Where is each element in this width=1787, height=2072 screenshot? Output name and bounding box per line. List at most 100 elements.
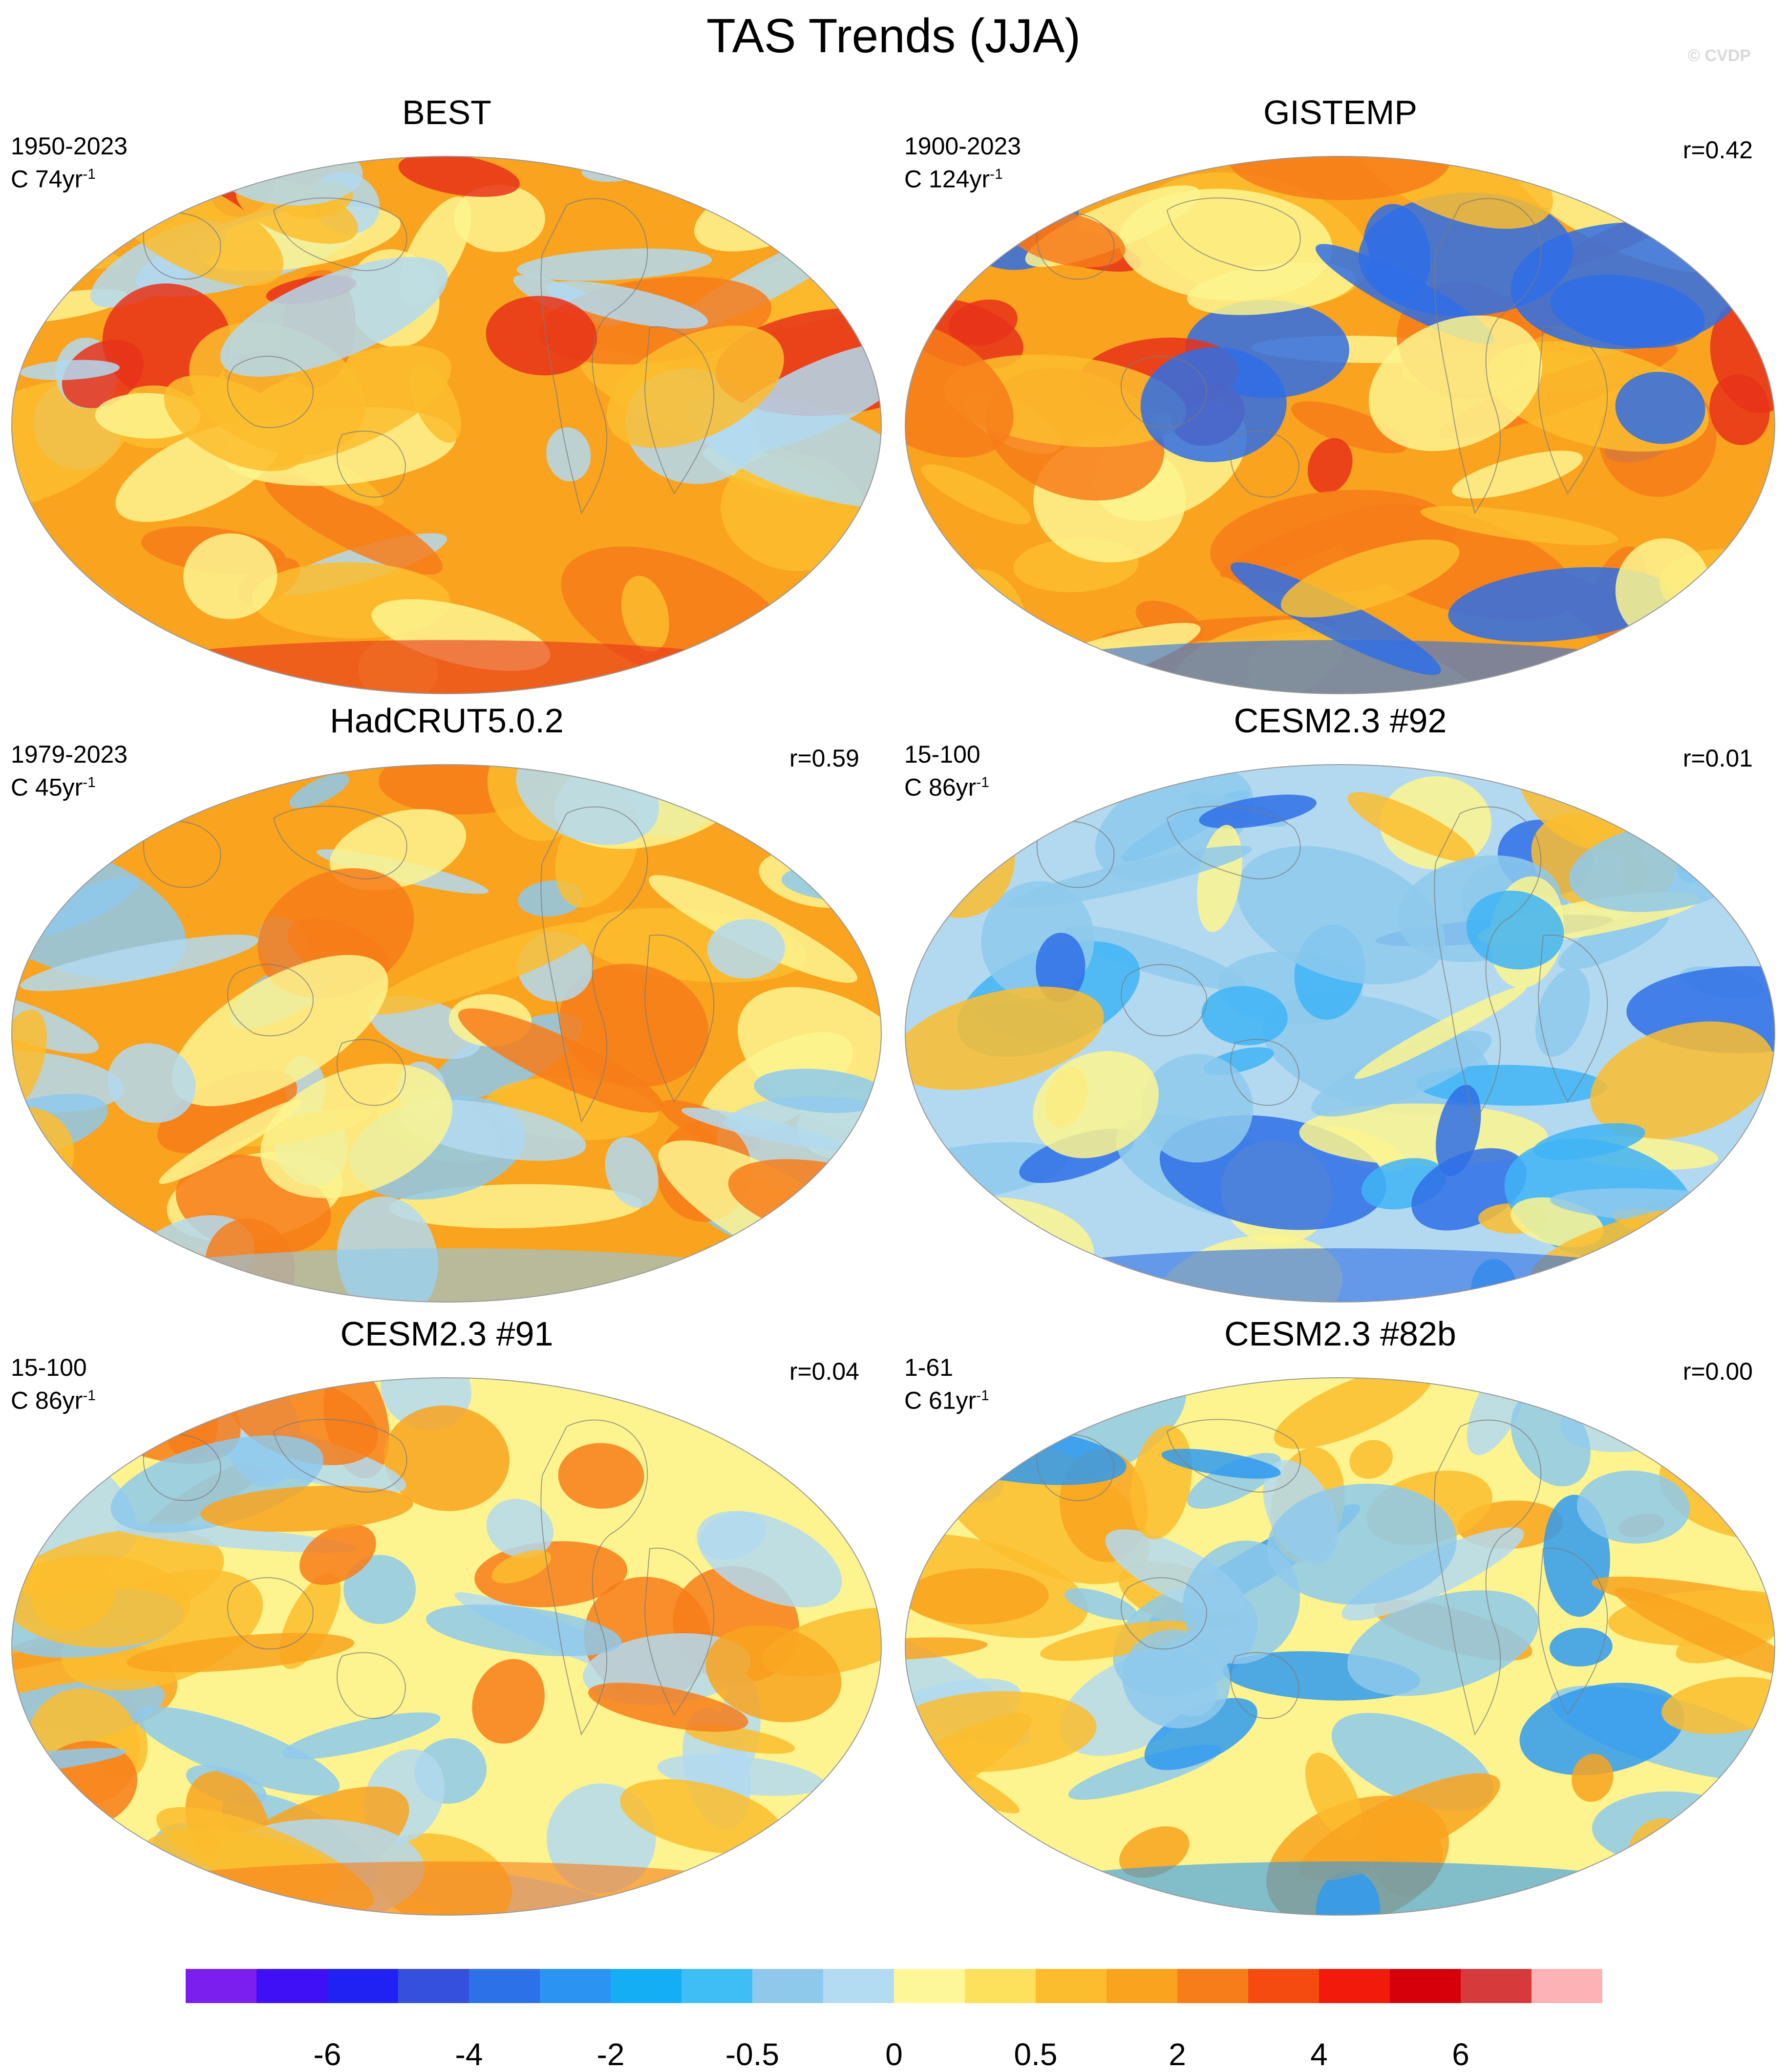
panel-period-info: 15-100 C 86yr-1 xyxy=(11,1354,96,1414)
map-outline xyxy=(905,1377,1775,1916)
contour-region xyxy=(1291,401,1408,453)
contour-region xyxy=(20,935,259,991)
contour-region xyxy=(135,1707,340,1796)
contour-region xyxy=(1141,1054,1254,1163)
map-field xyxy=(12,1378,881,1915)
panel-cesm-82b: CESM2.3 #82b 1-61 C 61yr-1 r=0.00 xyxy=(894,1314,1787,1927)
contour-region xyxy=(1697,1861,1775,1915)
contour-region xyxy=(171,955,388,1107)
coastline xyxy=(143,213,221,280)
colorbar xyxy=(186,1969,1602,2003)
colorbar-swatch xyxy=(469,1969,540,2003)
contour-region xyxy=(621,576,669,652)
colorbar-swatch xyxy=(611,1969,682,2003)
southern-band xyxy=(992,640,1688,694)
map-outline xyxy=(905,764,1775,1303)
panel-period-info: 1900-2023 C 124yr-1 xyxy=(904,132,1021,193)
panel-period-info: 1950-2023 C 74yr-1 xyxy=(11,132,128,193)
contour-region xyxy=(754,1068,881,1113)
coastline xyxy=(337,430,406,498)
contour-region xyxy=(1466,890,1564,970)
coastline xyxy=(227,964,314,1037)
map-field xyxy=(905,1378,1775,1915)
contour-region xyxy=(1064,925,1246,990)
contour-region xyxy=(705,1625,842,1723)
contour-region xyxy=(905,1637,988,1661)
coastline xyxy=(273,806,407,879)
colorbar-tick-label: 4 xyxy=(1310,2037,1328,2072)
contour-region xyxy=(398,156,520,197)
contour-region xyxy=(383,1405,510,1511)
map-field xyxy=(905,765,1775,1302)
contour-region xyxy=(486,296,597,376)
coastline xyxy=(337,1039,406,1106)
contour-region xyxy=(282,1712,441,1759)
coastline xyxy=(273,1419,407,1493)
colorbar-tick-label: -4 xyxy=(455,2037,483,2072)
contour-region xyxy=(697,1511,842,1607)
contour-region xyxy=(713,342,881,455)
correlation-label: r=0.04 xyxy=(789,1358,859,1385)
contour-region xyxy=(1436,1085,1481,1176)
contour-region xyxy=(789,594,881,671)
map-hadcrut xyxy=(11,764,882,1303)
contour-region xyxy=(453,185,545,252)
contour-region xyxy=(1621,1893,1726,1915)
contour-region xyxy=(37,1175,81,1278)
colorbar-tick-label: 0.5 xyxy=(1014,2037,1058,2072)
contour-region xyxy=(1355,156,1553,229)
contour-region xyxy=(1220,505,1393,578)
contour-region xyxy=(343,1555,416,1624)
southern-band xyxy=(992,1248,1688,1302)
coastline xyxy=(1434,198,1542,514)
panel-title: BEST xyxy=(402,93,491,131)
coastline xyxy=(1120,356,1207,428)
contour-region xyxy=(1572,1753,1614,1802)
contour-region xyxy=(1349,1440,1393,1479)
correlation-label: r=0.59 xyxy=(789,745,859,772)
contour-region xyxy=(12,1845,119,1915)
contour-region xyxy=(1713,1789,1775,1827)
contour-region xyxy=(265,475,443,575)
contour-region xyxy=(1226,156,1451,200)
contour-region xyxy=(681,1108,847,1151)
contour-region xyxy=(588,1683,748,1732)
contour-region xyxy=(1368,315,1542,451)
contour-region xyxy=(1161,1449,1281,1479)
map-cesm-92 xyxy=(905,764,1775,1303)
contour-region xyxy=(1064,1588,1137,1620)
coastline xyxy=(1230,1039,1300,1106)
colorbar-tick-label: 0 xyxy=(885,2037,903,2072)
contour-region xyxy=(164,375,306,471)
colorbar-swatch xyxy=(1177,1969,1249,2003)
contour-region xyxy=(606,325,784,448)
map-field xyxy=(905,156,1775,694)
correlation-label: r=0.42 xyxy=(1682,136,1753,164)
contour-region xyxy=(1452,450,1583,499)
contour-region xyxy=(698,1867,744,1900)
coastline xyxy=(1230,430,1300,498)
colorbar-swatch xyxy=(540,1969,611,2003)
coastline xyxy=(1537,934,1608,1103)
contour-region xyxy=(458,1008,663,1113)
colorbar-tick-label: -2 xyxy=(596,2037,625,2072)
contour-region xyxy=(1519,1683,1684,1775)
coastline xyxy=(227,356,314,428)
coastline xyxy=(644,934,715,1103)
coastline xyxy=(1036,821,1115,888)
colorbar-swatch xyxy=(1390,1969,1461,2003)
contour-region xyxy=(1311,1031,1492,1117)
map-outline xyxy=(11,1377,882,1916)
coastline xyxy=(1230,1652,1300,1719)
map-outline xyxy=(11,156,882,694)
map-field xyxy=(12,765,881,1302)
contour-region xyxy=(491,1550,552,1584)
colorbar-tick-label: 6 xyxy=(1452,2037,1469,2072)
contour-region xyxy=(1036,933,1085,1003)
coastline xyxy=(1537,326,1608,494)
contour-region xyxy=(1008,845,1252,908)
map-outline xyxy=(11,764,882,1303)
colorbar-swatch xyxy=(186,1969,257,2003)
contour-region xyxy=(1140,347,1287,462)
coastline xyxy=(337,1652,406,1719)
